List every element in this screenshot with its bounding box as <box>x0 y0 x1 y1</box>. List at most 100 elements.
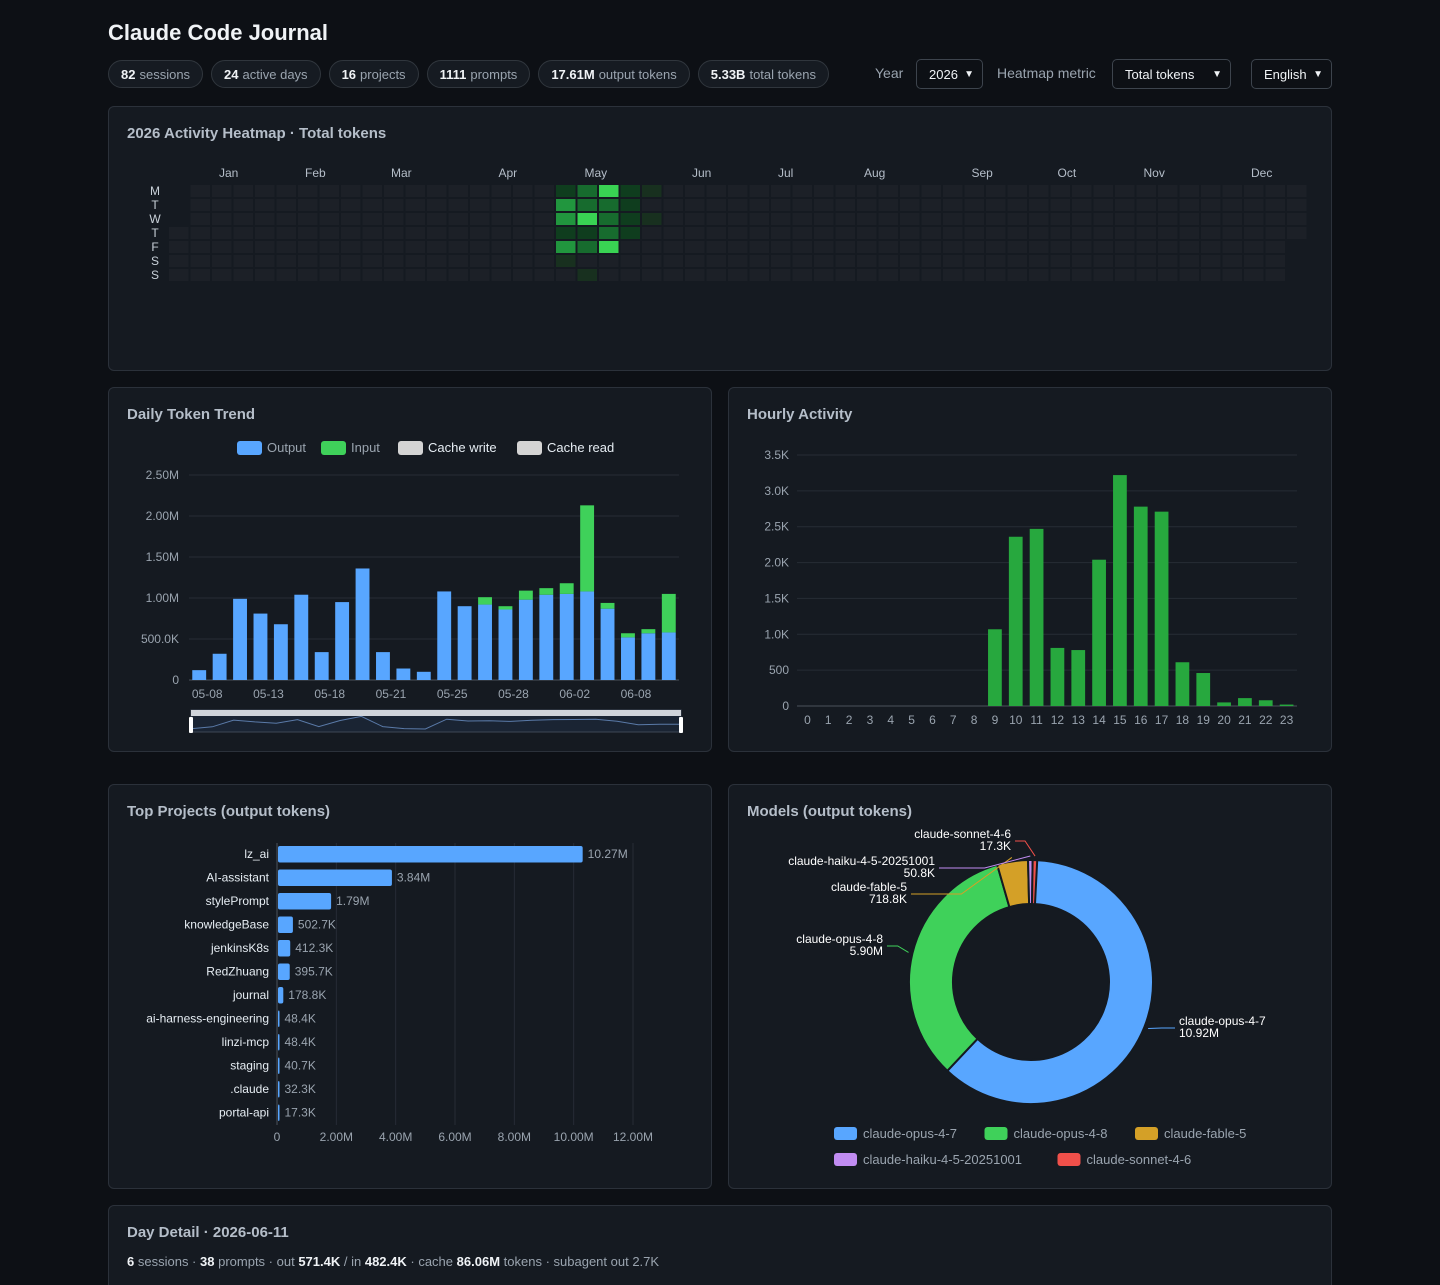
heatmap-cell <box>1287 199 1307 211</box>
heatmap-cell <box>513 241 533 253</box>
y-tick-label: 1.00M <box>146 591 179 605</box>
heatmap-cell <box>470 213 490 225</box>
heatmap-cell <box>943 185 963 197</box>
heatmap-cell <box>1007 241 1027 253</box>
heatmap-cell <box>1265 213 1285 225</box>
heatmap-cell <box>1136 185 1156 197</box>
hourly-title: Hourly Activity <box>747 406 853 423</box>
weekday-label: S <box>151 268 159 282</box>
heatmap-cell <box>491 213 511 225</box>
heatmap-cell <box>1072 227 1092 239</box>
callout-name: claude-opus-4-8 <box>796 932 883 946</box>
x-tick-label: 14 <box>1092 713 1106 727</box>
heatmap-cell <box>771 185 791 197</box>
x-tick-label: 20 <box>1217 713 1231 727</box>
heatmap-cell <box>943 241 963 253</box>
heatmap-cell <box>771 241 791 253</box>
zoom-handle-left[interactable] <box>189 717 193 733</box>
heatmap-cell <box>298 269 318 281</box>
zoom-slider-bar <box>191 710 681 716</box>
heatmap-cell <box>384 269 404 281</box>
output-bar <box>273 624 288 680</box>
heatmap-cell <box>255 199 275 211</box>
heatmap-cell <box>1244 213 1264 225</box>
heatmap-cell <box>663 185 683 197</box>
heatmap-cell <box>341 185 361 197</box>
heatmap-cell <box>233 227 253 239</box>
heatmap-cell <box>319 227 339 239</box>
heatmap-cell <box>319 269 339 281</box>
input-bar <box>478 597 492 605</box>
value-label: 178.8K <box>288 988 326 1002</box>
heatmap-cell <box>427 241 447 253</box>
weekday-label: T <box>151 226 159 240</box>
x-tick-label: 05-13 <box>253 687 284 701</box>
weekday-label: S <box>151 254 159 268</box>
heatmap-cell <box>513 269 533 281</box>
heatmap-cell <box>556 213 576 225</box>
heatmap-cell <box>190 241 210 253</box>
year-select[interactable]: 2026 ▼ <box>916 59 983 89</box>
language-select[interactable]: English ▼ <box>1251 59 1332 89</box>
zoom-handle-right[interactable] <box>679 717 683 733</box>
weekday-label: W <box>149 212 161 226</box>
heatmap-cell <box>1136 213 1156 225</box>
legend-label: claude-haiku-4-5-20251001 <box>863 1152 1022 1167</box>
legend-label: claude-fable-5 <box>1164 1126 1246 1141</box>
legend-label: Output <box>267 440 306 455</box>
heatmap-cell <box>190 185 210 197</box>
legend-swatch <box>517 441 542 455</box>
x-tick-label: 16 <box>1134 713 1148 727</box>
y-tick-label: 2.0K <box>764 556 789 570</box>
heatmap-cell <box>491 227 511 239</box>
x-tick-label: 4.00M <box>379 1130 412 1144</box>
year-label: Year <box>875 65 904 81</box>
callout-line <box>939 855 1031 869</box>
heatmap-metric-select[interactable]: Total tokens ▼ <box>1112 59 1231 89</box>
month-label: Apr <box>499 166 518 180</box>
heatmap-cell <box>491 241 511 253</box>
heatmap-cell <box>427 213 447 225</box>
heatmap-cell <box>685 185 705 197</box>
heatmap-cell <box>212 213 232 225</box>
heatmap-cell <box>921 227 941 239</box>
heatmap-cell <box>212 185 232 197</box>
project-label: knowledgeBase <box>184 917 269 931</box>
project-bar <box>278 1081 280 1098</box>
heatmap-cell <box>405 255 425 267</box>
heatmap-cell <box>513 255 533 267</box>
zoom-slider-preview <box>190 715 682 730</box>
value-label: 40.7K <box>285 1058 316 1072</box>
heatmap-cell <box>1265 199 1285 211</box>
output-bar <box>335 602 350 680</box>
heatmap-cell <box>1158 185 1178 197</box>
heatmap-cell <box>1136 255 1156 267</box>
heatmap-cell <box>577 227 597 239</box>
y-tick-label: 1.5K <box>764 591 789 605</box>
heatmap-cell <box>169 241 189 253</box>
heatmap-cell <box>1158 269 1178 281</box>
heatmap-cell <box>921 213 941 225</box>
hour-bar <box>1196 673 1211 706</box>
heatmap-cell <box>534 255 554 267</box>
heatmap-cell <box>1115 241 1135 253</box>
project-label: AI-assistant <box>206 870 269 884</box>
heatmap-cell <box>1093 255 1113 267</box>
heatmap-cell <box>943 199 963 211</box>
heatmap-cell <box>1029 255 1049 267</box>
x-tick-label: 12 <box>1051 713 1065 727</box>
heatmap-cell <box>706 269 726 281</box>
chevron-down-icon: ▼ <box>1212 68 1222 80</box>
heatmap-cell <box>1222 227 1242 239</box>
heatmap-cell <box>1265 269 1285 281</box>
output-bar <box>641 633 656 680</box>
x-tick-label: 23 <box>1280 713 1294 727</box>
heatmap-cell <box>341 255 361 267</box>
hour-bar <box>1050 647 1065 706</box>
heatmap-cell <box>190 199 210 211</box>
heatmap-cell <box>685 241 705 253</box>
heatmap-cell <box>792 185 812 197</box>
heatmap-cell <box>491 255 511 267</box>
month-label: Nov <box>1144 166 1165 180</box>
x-tick-label: 0 <box>804 713 811 727</box>
